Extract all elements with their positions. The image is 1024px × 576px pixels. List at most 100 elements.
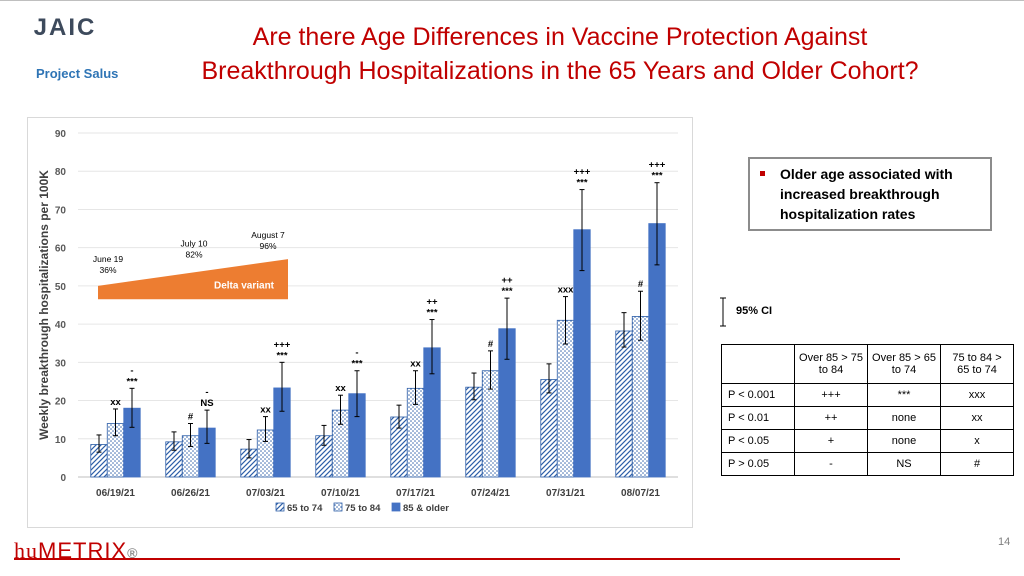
significance-label: xx [335,383,346,394]
table-cell: xx [940,406,1014,430]
chart-frame: 0 10 20 30 40 50 60 70 80 90 Weekly breakthrough h… [27,117,693,528]
significance-label: *** [651,171,662,182]
table-cell: - [794,452,868,476]
table-row-label: P < 0.01 [721,406,795,430]
table-row: P < 0.01 ++ none xx [721,406,1014,430]
significance-label: ++ [426,297,438,308]
table-cell: # [940,452,1014,476]
significance-label: - [205,387,208,398]
brand-mark: ® [127,545,139,561]
significance-label: # [488,339,494,350]
jaic-logo: JAIC Project Salus [30,14,119,81]
legend-swatch [275,502,285,512]
significance-label: +++ [274,339,291,350]
table-row-label: P > 0.05 [721,452,795,476]
table-row-label: P < 0.001 [721,383,795,407]
table-cell: none [867,429,941,453]
top-border [0,0,1024,1]
ci-legend-label: 95% CI [736,305,773,317]
table-cell: none [867,406,941,430]
significance-label: NS [200,398,213,409]
significance-label: ++ [501,275,513,286]
table-header-row: Over 85 > 75 to 84 Over 85 > 65 to 74 75… [721,344,1014,384]
table-row: P < 0.001 +++ *** xxx [721,383,1014,407]
significance-label: xx [410,359,421,370]
x-tick-label: 07/03/21 [246,488,285,499]
delta-variant-band [98,259,288,300]
significance-label: *** [276,350,287,361]
table-cell: + [794,429,868,453]
ci-legend: 95% CI [720,296,780,328]
logo-subtitle: Project Salus [36,66,119,81]
milestone-date: August 7 [251,230,285,240]
error-bar-icon [720,297,726,327]
milestone-percent: 36% [99,265,116,275]
milestone-date: June 19 [93,254,124,264]
humetrix-logo: huMETRIX® [14,538,138,564]
title-line-1: Are there Age Differences in Vaccine Pro… [252,23,868,51]
bar [615,330,633,478]
finding-text: Older age associated with increased brea… [780,166,953,222]
finding-box: Older age associated with increased brea… [748,157,992,231]
x-tick-label: 06/26/21 [171,488,210,499]
table-header-cell [721,344,795,384]
y-tick-label: 60 [55,244,67,255]
significance-label: xx [110,397,121,408]
legend-label: 65 to 74 [287,503,323,514]
footer-rule [14,558,900,560]
y-tick-label: 50 [55,282,67,293]
y-tick-label: 0 [60,473,66,484]
table-row-label: P < 0.05 [721,429,795,453]
table-header-cell: 75 to 84 > 65 to 74 [940,344,1014,384]
significance-table: Over 85 > 75 to 84 Over 85 > 65 to 74 75… [721,344,1014,476]
significance-label: *** [351,359,362,370]
significance-label: +++ [649,160,666,171]
title-line-2: Breakthrough Hospitalizations in the 65 … [201,57,919,85]
milestone-percent: 82% [185,250,202,260]
y-tick-label: 10 [55,435,67,446]
significance-label: +++ [574,167,591,178]
y-tick-label: 70 [55,205,67,216]
x-tick-label: 08/07/21 [621,488,660,499]
table-row: P < 0.05 + none x [721,429,1014,453]
slide-title: Are there Age Differences in Vaccine Pro… [120,20,1000,88]
y-tick-label: 20 [55,397,67,408]
legend-label: 85 & older [403,503,449,514]
significance-label: # [638,279,644,290]
bullet-square-icon [760,171,765,176]
milestone-percent: 96% [259,241,276,251]
legend-swatch [333,502,343,512]
x-tick-label: 07/31/21 [546,488,585,499]
x-tick-label: 06/19/21 [96,488,135,499]
y-tick-label: 40 [55,320,67,331]
brand-part-1: hu [14,538,38,563]
table-cell: +++ [794,383,868,407]
significance-label: *** [126,376,137,387]
significance-label: xx [260,405,271,416]
table-header-cell: Over 85 > 65 to 74 [867,344,941,384]
bar [540,379,558,478]
x-tick-label: 07/10/21 [321,488,360,499]
significance-label: *** [576,178,587,189]
significance-label: # [188,411,194,422]
table-cell: ++ [794,406,868,430]
table-header-cell: Over 85 > 75 to 84 [794,344,868,384]
table-cell: NS [867,452,941,476]
significance-label: xxx [558,285,575,296]
x-tick-label: 07/17/21 [396,488,435,499]
y-tick-label: 90 [55,129,67,140]
table-cell: *** [867,383,941,407]
bar-chart: 0 10 20 30 40 50 60 70 80 90 Weekly breakthrough h… [37,129,678,514]
table-cell: xxx [940,383,1014,407]
table-cell: x [940,429,1014,453]
table-row: P > 0.05 - NS # [721,452,1014,476]
legend-swatch [391,502,401,512]
significance-label: *** [501,286,512,297]
milestone-date: July 10 [181,239,208,249]
page-number: 14 [998,536,1011,548]
legend-label: 75 to 84 [345,503,381,514]
significance-label: - [130,365,133,376]
y-tick-label: 80 [55,167,67,178]
logo-mark: JAIC [33,14,97,41]
bar [465,386,483,478]
